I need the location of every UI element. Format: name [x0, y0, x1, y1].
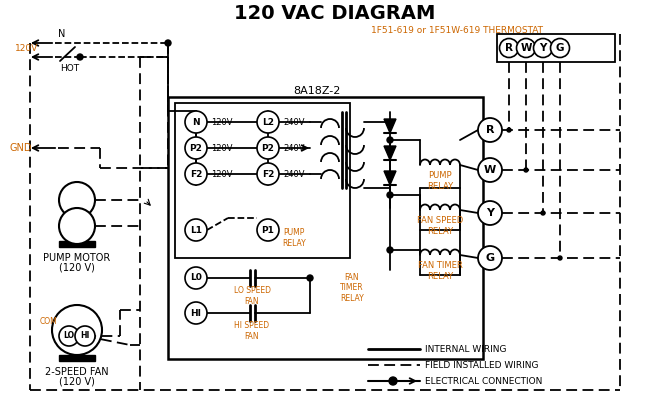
Circle shape: [257, 137, 279, 159]
Text: 120V: 120V: [211, 143, 232, 153]
Circle shape: [257, 163, 279, 185]
Text: PUMP
RELAY: PUMP RELAY: [282, 228, 306, 248]
Text: P1: P1: [261, 225, 275, 235]
Circle shape: [185, 267, 207, 289]
Text: W: W: [484, 165, 496, 175]
Text: R: R: [486, 125, 494, 135]
Circle shape: [59, 208, 95, 244]
Text: 8A18Z-2: 8A18Z-2: [293, 86, 340, 96]
Circle shape: [558, 256, 562, 260]
Text: PUMP MOTOR: PUMP MOTOR: [44, 253, 111, 263]
Text: Y: Y: [539, 43, 547, 53]
Text: N: N: [58, 29, 66, 39]
Circle shape: [478, 246, 502, 270]
Circle shape: [387, 192, 393, 198]
Bar: [175, 103, 350, 258]
Text: G: G: [486, 253, 494, 263]
Text: P2: P2: [190, 143, 202, 153]
Circle shape: [517, 39, 535, 57]
Circle shape: [59, 182, 95, 218]
Text: 240V: 240V: [283, 170, 305, 178]
Circle shape: [551, 39, 570, 57]
Text: 120V: 120V: [15, 44, 38, 52]
Text: INTERNAL WIRING: INTERNAL WIRING: [425, 344, 507, 354]
Circle shape: [185, 111, 207, 133]
Text: L1: L1: [190, 225, 202, 235]
Text: Y: Y: [486, 208, 494, 218]
Text: LO: LO: [64, 331, 74, 341]
Text: FAN
TIMER
RELAY: FAN TIMER RELAY: [340, 273, 364, 303]
Text: P2: P2: [261, 143, 275, 153]
Text: HI: HI: [80, 331, 90, 341]
Text: 1F51-619 or 1F51W-619 THERMOSTAT: 1F51-619 or 1F51W-619 THERMOSTAT: [371, 26, 543, 34]
Text: LO SPEED
FAN: LO SPEED FAN: [234, 286, 271, 306]
Circle shape: [77, 54, 83, 60]
Text: 120V: 120V: [211, 117, 232, 127]
Text: (120 V): (120 V): [59, 263, 95, 273]
Circle shape: [500, 39, 519, 57]
Text: W: W: [520, 43, 532, 53]
Bar: [59, 355, 95, 361]
Circle shape: [59, 326, 79, 346]
Circle shape: [389, 377, 397, 385]
Text: G: G: [555, 43, 564, 53]
Text: N: N: [192, 117, 200, 127]
Text: ELECTRICAL CONNECTION: ELECTRICAL CONNECTION: [425, 377, 543, 385]
Polygon shape: [384, 171, 396, 185]
Text: HOT: HOT: [60, 64, 80, 72]
Circle shape: [478, 201, 502, 225]
Text: FAN SPEED
RELAY: FAN SPEED RELAY: [417, 216, 463, 236]
Text: GND: GND: [10, 143, 33, 153]
Polygon shape: [384, 119, 396, 133]
Bar: [59, 241, 95, 247]
Text: 240V: 240V: [283, 143, 305, 153]
Text: (120 V): (120 V): [59, 377, 95, 387]
Text: 240V: 240V: [283, 117, 305, 127]
Text: L2: L2: [262, 117, 274, 127]
Text: HI: HI: [190, 308, 202, 318]
Circle shape: [165, 40, 171, 46]
Circle shape: [478, 158, 502, 182]
Text: COM: COM: [40, 318, 58, 326]
Circle shape: [507, 128, 511, 132]
Text: 120V: 120V: [211, 170, 232, 178]
Text: FAN TIMER
RELAY: FAN TIMER RELAY: [417, 261, 462, 281]
Circle shape: [387, 137, 393, 143]
Circle shape: [52, 305, 102, 355]
Circle shape: [185, 302, 207, 324]
Text: PUMP
RELAY: PUMP RELAY: [427, 171, 453, 191]
Text: F2: F2: [262, 170, 274, 178]
Bar: [497, 34, 615, 62]
Circle shape: [541, 211, 545, 215]
Circle shape: [257, 111, 279, 133]
Circle shape: [185, 137, 207, 159]
Circle shape: [524, 168, 528, 172]
Text: 120 VAC DIAGRAM: 120 VAC DIAGRAM: [234, 3, 436, 23]
Circle shape: [185, 219, 207, 241]
Text: HI SPEED
FAN: HI SPEED FAN: [234, 321, 269, 341]
Circle shape: [257, 219, 279, 241]
Polygon shape: [384, 146, 396, 160]
Text: F2: F2: [190, 170, 202, 178]
Circle shape: [75, 326, 95, 346]
Circle shape: [387, 247, 393, 253]
Text: R: R: [505, 43, 513, 53]
Text: FIELD INSTALLED WIRING: FIELD INSTALLED WIRING: [425, 360, 539, 370]
Circle shape: [307, 275, 313, 281]
Text: L0: L0: [190, 274, 202, 282]
Circle shape: [185, 163, 207, 185]
Text: 2-SPEED FAN: 2-SPEED FAN: [45, 367, 109, 377]
Circle shape: [478, 118, 502, 142]
Bar: [168, 97, 483, 359]
Circle shape: [533, 39, 553, 57]
